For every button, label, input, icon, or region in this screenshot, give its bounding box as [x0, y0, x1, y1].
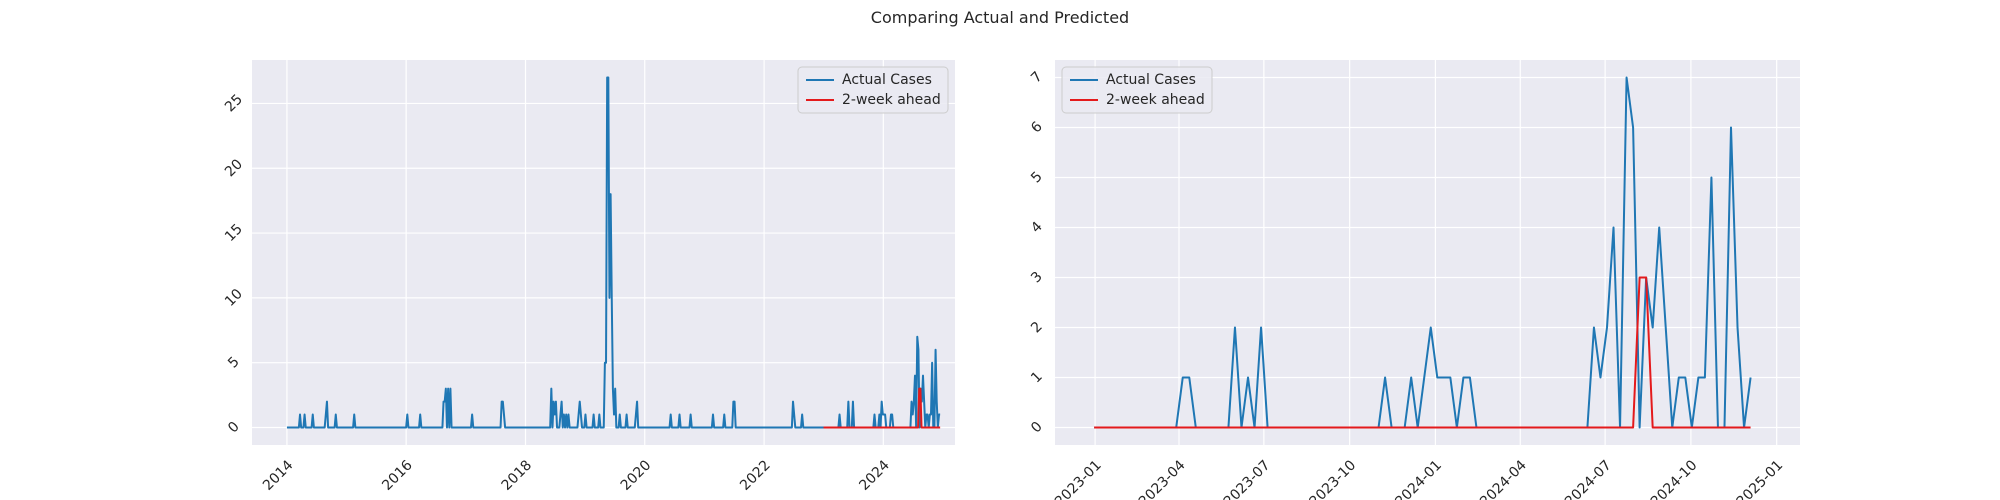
y-tick-labels: 0 5 10 15 20 25: [222, 91, 246, 436]
x-tick-label: 2024: [856, 457, 893, 494]
x-tick-label: 2023-10: [1307, 457, 1360, 500]
x-tick-label: 2024-07: [1562, 457, 1615, 500]
y-tick-label: 15: [222, 221, 246, 245]
y-tick-label: 25: [222, 91, 246, 115]
y-tick-label: 2: [1028, 319, 1046, 337]
y-tick-label: 6: [1028, 119, 1046, 137]
x-tick-label: 2023-07: [1221, 457, 1274, 500]
chart-panel-right: 2023-01 2023-04 2023-07 2023-10 2024-01 2024-…: [1028, 60, 1800, 500]
y-tick-label: 7: [1028, 69, 1046, 87]
y-tick-label: 1: [1028, 369, 1046, 387]
legend-label: Actual Cases: [842, 72, 932, 88]
x-tick-label: 2023-04: [1136, 457, 1189, 500]
series-line-actual: [286, 76, 941, 429]
legend-label: 2-week ahead: [1106, 92, 1205, 108]
series-line-predicted: [823, 387, 941, 429]
y-tick-label: 5: [225, 354, 243, 372]
y-tick-label: 4: [1028, 219, 1046, 237]
y-tick-label: 0: [1028, 419, 1046, 437]
x-tick-label: 2024-10: [1648, 457, 1701, 500]
y-tick-label: 20: [222, 156, 246, 180]
x-tick-label: 2024-01: [1392, 457, 1445, 500]
y-tick-label: 3: [1028, 269, 1046, 287]
y-tick-label: 5: [1028, 169, 1046, 187]
legend-box: [797, 66, 949, 114]
legend: Actual Cases 2-week ahead: [1061, 66, 1213, 114]
x-tick-label: 2022: [737, 457, 774, 494]
legend: Actual Cases 2-week ahead: [797, 66, 949, 114]
y-tick-label: 0: [225, 419, 243, 437]
plot-area: [1055, 60, 1800, 445]
figure-title: Comparing Actual and Predicted: [870, 8, 1130, 27]
x-tick-label: 2016: [379, 457, 416, 494]
series-line-predicted: [1094, 276, 1751, 429]
x-tick-label: 2018: [499, 457, 536, 494]
x-tick-label: 2024-04: [1477, 457, 1530, 500]
y-tick-labels: 0 1 2 3 4 5 6 7: [1028, 69, 1046, 437]
x-tick-label: 2025-01: [1734, 457, 1787, 500]
chart-panel-left: 2014 2016 2018 2020 2022 2024 0 5 10 15 20 25 Actual…: [222, 60, 955, 494]
y-tick-label: 10: [222, 286, 246, 310]
x-tick-label: 2014: [260, 457, 297, 494]
x-tick-label: 2023-01: [1052, 457, 1105, 500]
x-tick-label: 2020: [618, 457, 655, 494]
legend-label: 2-week ahead: [842, 92, 941, 108]
legend-label: Actual Cases: [1106, 72, 1196, 88]
plot-area: [252, 60, 955, 445]
x-tick-labels: 2014 2016 2018 2020 2022 2024: [260, 457, 893, 494]
x-tick-labels: 2023-01 2023-04 2023-07 2023-10 2024-01 2024-…: [1052, 457, 1786, 500]
legend-box: [1061, 66, 1213, 114]
